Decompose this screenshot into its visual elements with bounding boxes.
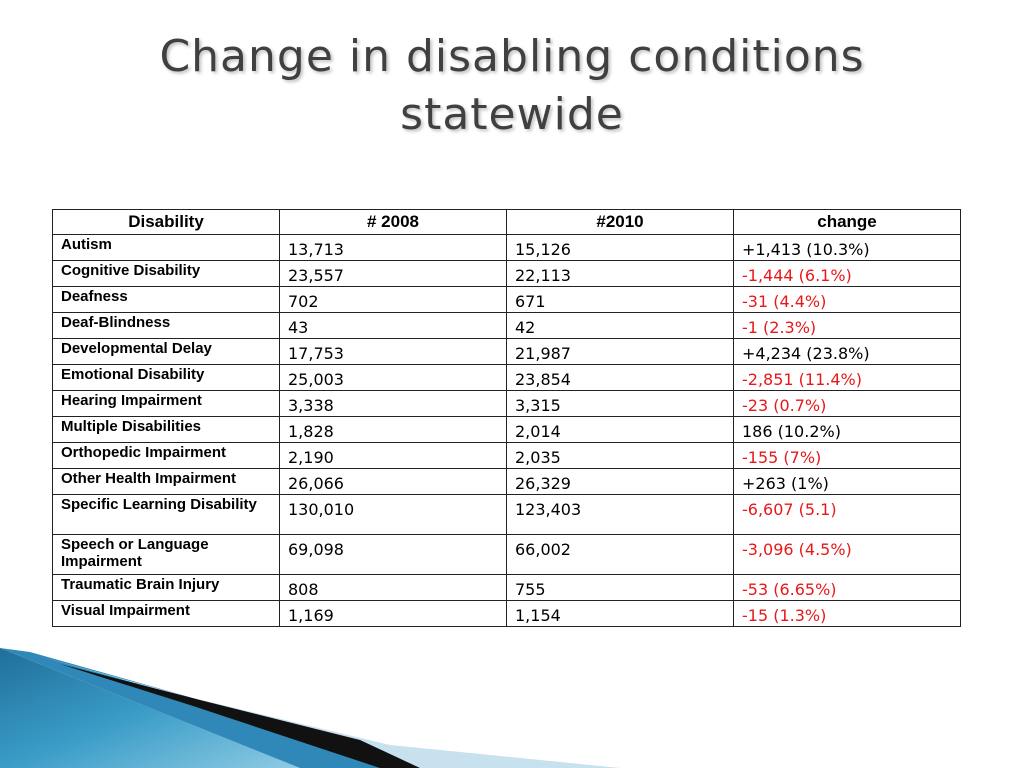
count-2008-cell: 3,338 bbox=[279, 390, 507, 417]
count-2008-cell: 43 bbox=[279, 312, 507, 339]
count-2008-cell: 808 bbox=[279, 574, 507, 601]
table-row: Multiple Disabilities 1,828 2,014 186 (10.2… bbox=[52, 416, 961, 443]
disability-name-cell: Orthopedic Impairment bbox=[52, 442, 280, 469]
slide-title-line-2: statewide bbox=[400, 89, 624, 140]
count-2008-cell: 17,753 bbox=[279, 338, 507, 365]
disability-name-cell: Developmental Delay bbox=[52, 338, 280, 365]
table-row: Deaf-Blindness 43 42 -1 (2.3%) bbox=[52, 312, 961, 339]
count-2010-cell: 755 bbox=[506, 574, 734, 601]
table-row: Specific Learning Disability 130,010 123,4… bbox=[52, 494, 961, 535]
change-cell: +1,413 (10.3%) bbox=[733, 234, 961, 261]
change-cell: -2,851 (11.4%) bbox=[733, 364, 961, 391]
change-cell: -1 (2.3%) bbox=[733, 312, 961, 339]
table-row: Orthopedic Impairment 2,190 2,035 -155 (7%) bbox=[52, 442, 961, 469]
count-2010-cell: 2,035 bbox=[506, 442, 734, 469]
table-row: Other Health Impairment 26,066 26,329 +263 … bbox=[52, 468, 961, 495]
disability-name-cell: Autism bbox=[52, 234, 280, 261]
table-body: Autism 13,713 15,126 +1,413 (10.3%) Cognitiv… bbox=[52, 234, 961, 627]
change-cell: +263 (1%) bbox=[733, 468, 961, 495]
count-2010-cell: 1,154 bbox=[506, 600, 734, 627]
table-row: Speech or Language Impairment 69,098 66,00… bbox=[52, 534, 961, 575]
change-cell: +4,234 (23.8%) bbox=[733, 338, 961, 365]
table-row: Hearing Impairment 3,338 3,315 -23 (0.7%) bbox=[52, 390, 961, 417]
change-cell: -3,096 (4.5%) bbox=[733, 534, 961, 575]
count-2008-cell: 23,557 bbox=[279, 260, 507, 287]
count-2010-cell: 23,854 bbox=[506, 364, 734, 391]
disability-name-cell: Hearing Impairment bbox=[52, 390, 280, 417]
table-header-row: Disability # 2008 #2010 change bbox=[52, 209, 961, 235]
count-2010-cell: 66,002 bbox=[506, 534, 734, 575]
count-2008-cell: 13,713 bbox=[279, 234, 507, 261]
count-2008-cell: 69,098 bbox=[279, 534, 507, 575]
disability-name-cell: Other Health Impairment bbox=[52, 468, 280, 495]
count-2010-cell: 26,329 bbox=[506, 468, 734, 495]
count-2010-cell: 21,987 bbox=[506, 338, 734, 365]
table-row: Autism 13,713 15,126 +1,413 (10.3%) bbox=[52, 234, 961, 261]
disability-name-cell: Deaf-Blindness bbox=[52, 312, 280, 339]
disability-name-cell: Visual Impairment bbox=[52, 600, 280, 627]
table-row: Traumatic Brain Injury 808 755 -53 (6.65%) bbox=[52, 574, 961, 601]
change-cell: -31 (4.4%) bbox=[733, 286, 961, 313]
count-2008-cell: 702 bbox=[279, 286, 507, 313]
change-cell: -15 (1.3%) bbox=[733, 600, 961, 627]
disability-name-cell: Emotional Disability bbox=[52, 364, 280, 391]
disability-name-cell: Multiple Disabilities bbox=[52, 416, 280, 443]
header-2010: #2010 bbox=[506, 209, 734, 235]
disability-name-cell: Traumatic Brain Injury bbox=[52, 574, 280, 601]
count-2008-cell: 1,828 bbox=[279, 416, 507, 443]
disability-name-cell: Specific Learning Disability bbox=[52, 494, 280, 535]
count-2008-cell: 130,010 bbox=[279, 494, 507, 535]
change-cell: -23 (0.7%) bbox=[733, 390, 961, 417]
table-row: Developmental Delay 17,753 21,987 +4,234 (2… bbox=[52, 338, 961, 365]
count-2010-cell: 671 bbox=[506, 286, 734, 313]
change-cell: -155 (7%) bbox=[733, 442, 961, 469]
table-row: Deafness 702 671 -31 (4.4%) bbox=[52, 286, 961, 313]
header-2008: # 2008 bbox=[279, 209, 507, 235]
count-2010-cell: 2,014 bbox=[506, 416, 734, 443]
table-row: Cognitive Disability 23,557 22,113 -1,444 (… bbox=[52, 260, 961, 287]
count-2010-cell: 3,315 bbox=[506, 390, 734, 417]
table-row: Emotional Disability 25,003 23,854 -2,851 (… bbox=[52, 364, 961, 391]
slide-title-line-1: Change in disabling conditions bbox=[159, 31, 865, 82]
count-2010-cell: 22,113 bbox=[506, 260, 734, 287]
disability-name-cell: Cognitive Disability bbox=[52, 260, 280, 287]
disability-name-cell: Speech or Language Impairment bbox=[52, 534, 280, 575]
count-2008-cell: 1,169 bbox=[279, 600, 507, 627]
change-cell: 186 (10.2%) bbox=[733, 416, 961, 443]
change-cell: -1,444 (6.1%) bbox=[733, 260, 961, 287]
count-2008-cell: 26,066 bbox=[279, 468, 507, 495]
count-2010-cell: 15,126 bbox=[506, 234, 734, 261]
change-cell: -6,607 (5.1) bbox=[733, 494, 961, 535]
count-2008-cell: 2,190 bbox=[279, 442, 507, 469]
header-change: change bbox=[733, 209, 961, 235]
count-2008-cell: 25,003 bbox=[279, 364, 507, 391]
slide-title: Change in disabling conditions statewide bbox=[0, 28, 1024, 144]
header-disability: Disability bbox=[52, 209, 280, 235]
disability-name-cell: Deafness bbox=[52, 286, 280, 313]
table-row: Visual Impairment 1,169 1,154 -15 (1.3%) bbox=[52, 600, 961, 627]
count-2010-cell: 42 bbox=[506, 312, 734, 339]
disability-table: Disability # 2008 #2010 change Autism 13,… bbox=[52, 209, 961, 627]
change-cell: -53 (6.65%) bbox=[733, 574, 961, 601]
count-2010-cell: 123,403 bbox=[506, 494, 734, 535]
